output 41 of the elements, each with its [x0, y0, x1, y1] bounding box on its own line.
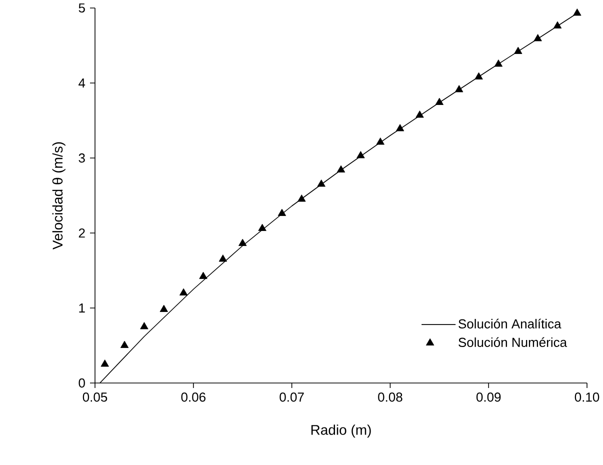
y-tick-label: 4 [78, 78, 86, 88]
x-tick-label: 0.06 [181, 392, 206, 402]
point [553, 21, 562, 28]
x-axis-title: Radio (m) [311, 424, 371, 438]
point [534, 34, 542, 42]
point [100, 360, 109, 367]
legend-label: Solución Analítica [458, 318, 562, 328]
point [199, 272, 208, 279]
point [573, 8, 582, 16]
point [238, 238, 247, 246]
y-tick-label: 2 [78, 228, 85, 238]
point [258, 224, 266, 231]
y-tick-label: 5 [78, 3, 85, 13]
point [416, 110, 424, 118]
point [160, 304, 168, 312]
point [218, 254, 228, 262]
x-tick-label: 0.05 [82, 392, 108, 402]
point [494, 60, 503, 67]
point [435, 98, 444, 105]
point [317, 180, 326, 187]
point [278, 208, 286, 216]
point [376, 138, 384, 145]
point [474, 72, 483, 80]
point [336, 165, 346, 172]
x-tick-label: 0.10 [574, 392, 600, 402]
legend-label: Solución Numérica [458, 337, 568, 347]
y-tick-label: 1 [79, 304, 85, 312]
point [120, 340, 129, 348]
point [298, 194, 306, 202]
point [514, 46, 522, 54]
x-tick-label: 0.07 [280, 392, 304, 402]
y-tick-label: 3 [78, 153, 85, 163]
point [454, 85, 464, 92]
point [396, 124, 404, 132]
y-tick-label: 0 [78, 378, 85, 388]
point [356, 151, 365, 158]
x-tick-label: 0.08 [378, 392, 402, 402]
y-axis-title: Velocidad θ (m/s) [52, 142, 66, 250]
point [179, 288, 188, 296]
point [140, 322, 148, 330]
x-tick-label: 0.09 [476, 392, 501, 402]
